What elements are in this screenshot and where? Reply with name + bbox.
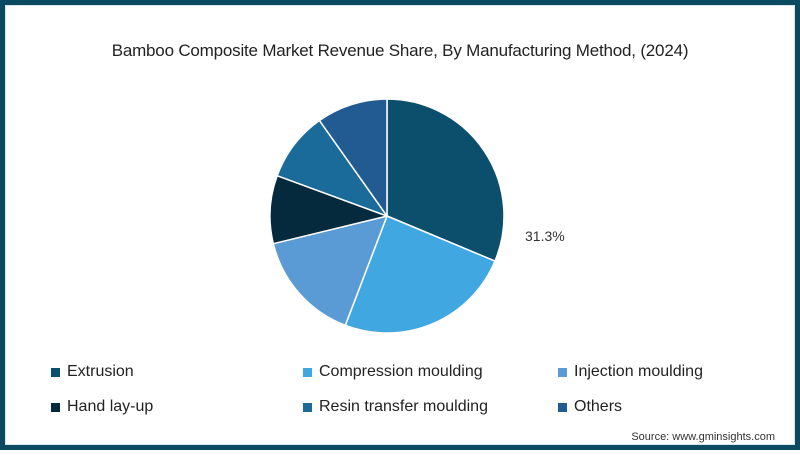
pie-slice-compression-moulding: [344, 215, 496, 334]
legend-label: Injection moulding: [574, 363, 703, 380]
legend-item-resin-transfer-moulding: Resin transfer moulding: [303, 398, 488, 416]
source-text: Source: www.gminsights.com: [631, 431, 775, 443]
legend-item-injection-moulding: Injection moulding: [558, 363, 703, 381]
legend-swatch-icon: [51, 402, 60, 412]
legend-item-others: Others: [558, 398, 622, 416]
legend-label: Resin transfer moulding: [319, 398, 488, 415]
pie-slice-others: [318, 98, 388, 217]
chart-title: Bamboo Composite Market Revenue Share, B…: [111, 41, 689, 60]
legend-item-compression-moulding: Compression moulding: [303, 363, 483, 381]
pie-slice-extrusion: [386, 98, 505, 262]
legend-label: Extrusion: [67, 363, 134, 380]
legend-swatch-icon: [51, 367, 60, 377]
legend-item-extrusion: Extrusion: [51, 363, 134, 381]
pie-chart: [269, 98, 505, 334]
legend-swatch-icon: [303, 402, 312, 412]
legend-swatch-icon: [558, 367, 567, 377]
legend-label: Others: [574, 398, 623, 415]
pie-slice-injection-moulding: [272, 215, 388, 327]
extrusion-data-label: 31.3%: [525, 228, 565, 244]
legend-label: Compression moulding: [319, 363, 483, 380]
legend-swatch-icon: [303, 367, 312, 377]
legend-swatch-icon: [558, 402, 567, 412]
legend-label: Hand lay-up: [67, 398, 154, 415]
legend-item-hand-lay-up: Hand lay-up: [51, 398, 153, 416]
